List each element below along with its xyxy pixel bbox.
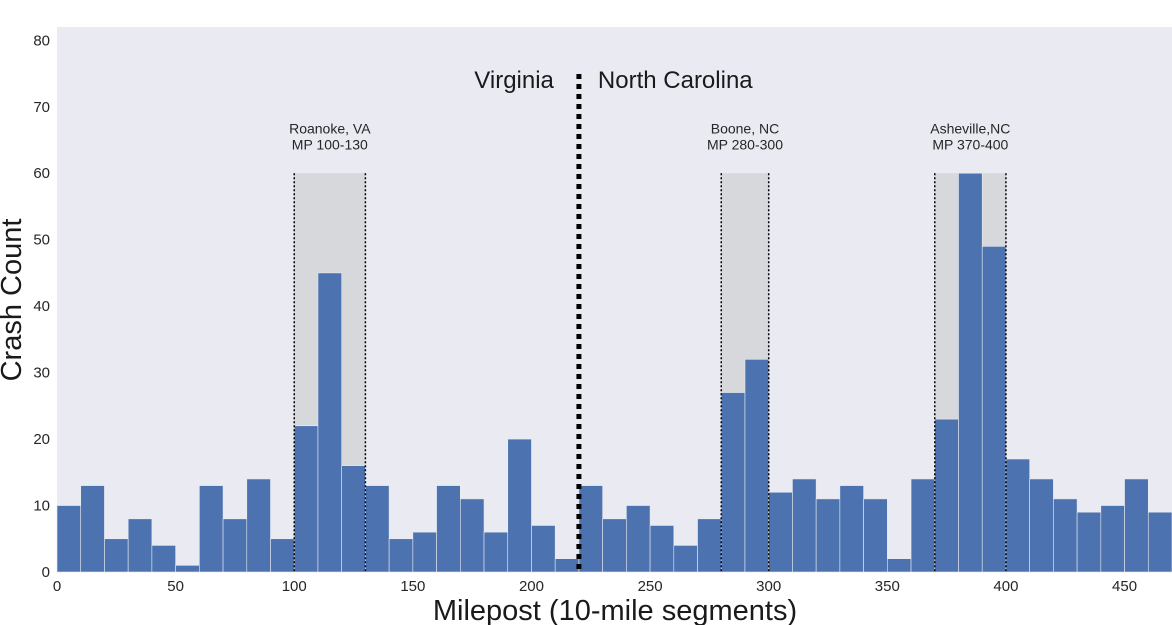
region-label-name: Asheville,NC <box>930 120 1010 136</box>
histogram-bar <box>768 491 793 573</box>
histogram-bar <box>222 518 248 573</box>
region-label-name: Roanoke, VA <box>289 120 371 136</box>
histogram-bar <box>365 485 390 573</box>
x-tick-label: 350 <box>875 578 900 595</box>
histogram-bar <box>436 485 461 573</box>
histogram-bar <box>341 465 366 573</box>
histogram-bar <box>246 478 271 573</box>
x-tick-label: 250 <box>638 578 663 595</box>
x-axis-ticks: 0 50 100 150 200 250 300 350 400 450 <box>53 578 1137 595</box>
x-tick-label: 450 <box>1112 578 1137 595</box>
histogram-bar <box>910 478 936 573</box>
x-tick-label: 400 <box>993 578 1018 595</box>
histogram-bar <box>317 272 342 573</box>
histogram-bar <box>815 498 841 573</box>
histogram-bar <box>1147 511 1172 573</box>
region-label-range: MP 100-130 <box>292 136 368 152</box>
histogram-bar <box>388 538 414 573</box>
x-tick-label: 150 <box>400 578 425 595</box>
histogram-bar <box>981 246 1007 573</box>
histogram-bar <box>720 392 746 573</box>
histogram-bar <box>673 545 698 573</box>
histogram-bar <box>863 498 888 573</box>
histogram-bar <box>1076 511 1102 573</box>
histogram-bar <box>507 438 532 573</box>
histogram-bar <box>151 545 176 573</box>
histogram-bar <box>934 418 959 573</box>
histogram-bar <box>887 558 912 573</box>
region-label-range: MP 280-300 <box>707 136 783 152</box>
histogram-bar <box>127 518 153 573</box>
region-label-name: Boone, NC <box>711 120 779 136</box>
histogram-bar <box>958 172 983 573</box>
histogram-bar <box>1029 478 1054 573</box>
x-tick-label: 50 <box>167 578 184 595</box>
state-label-virginia: Virginia <box>474 67 554 94</box>
x-tick-label: 200 <box>519 578 544 595</box>
y-tick-label: 30 <box>33 365 50 382</box>
x-axis-label: Milepost (10-mile segments) <box>433 595 797 625</box>
histogram-bar <box>80 485 105 573</box>
histogram-bar <box>697 518 722 573</box>
y-tick-label: 50 <box>33 232 50 249</box>
histogram-bars <box>56 172 1172 573</box>
histogram-bar <box>626 505 651 573</box>
histogram-bar <box>175 565 200 573</box>
y-tick-label: 10 <box>33 498 50 515</box>
highlight-boundaries <box>293 173 1007 572</box>
histogram-bar <box>839 485 864 573</box>
histogram-bar <box>459 498 485 573</box>
region-label-range: MP 370-400 <box>932 136 1008 152</box>
x-tick-label: 100 <box>282 578 307 595</box>
histogram-bar <box>602 518 627 573</box>
histogram-bar <box>792 478 817 573</box>
histogram-bar <box>293 425 319 573</box>
state-label-north-carolina: North Carolina <box>598 67 753 94</box>
histogram-bar <box>56 505 82 573</box>
histogram-bar <box>554 558 580 573</box>
histogram-bar <box>744 359 770 573</box>
y-tick-label: 70 <box>33 99 50 116</box>
x-tick-label: 0 <box>53 578 61 595</box>
histogram-bar <box>649 525 675 573</box>
y-axis-label: Crash Count <box>0 219 28 382</box>
x-tick-label: 300 <box>756 578 781 595</box>
histogram-bar <box>483 531 509 573</box>
histogram-bar <box>104 538 129 573</box>
histogram-bar <box>1005 458 1030 573</box>
histogram-bar <box>270 538 295 573</box>
y-tick-label: 60 <box>33 165 50 182</box>
y-tick-label: 0 <box>42 564 50 581</box>
histogram-bar <box>1100 505 1125 573</box>
histogram-bar <box>412 531 437 573</box>
histogram-bar <box>199 485 224 573</box>
histogram-bar <box>1124 478 1149 573</box>
histogram-bar <box>1053 498 1078 573</box>
y-tick-label: 20 <box>33 431 50 448</box>
y-axis-ticks: 0 10 20 30 40 50 60 70 80 <box>33 32 50 581</box>
histogram-bar <box>578 485 603 573</box>
y-tick-label: 80 <box>33 32 50 49</box>
histogram-bar <box>531 525 556 573</box>
y-tick-label: 40 <box>33 298 50 315</box>
